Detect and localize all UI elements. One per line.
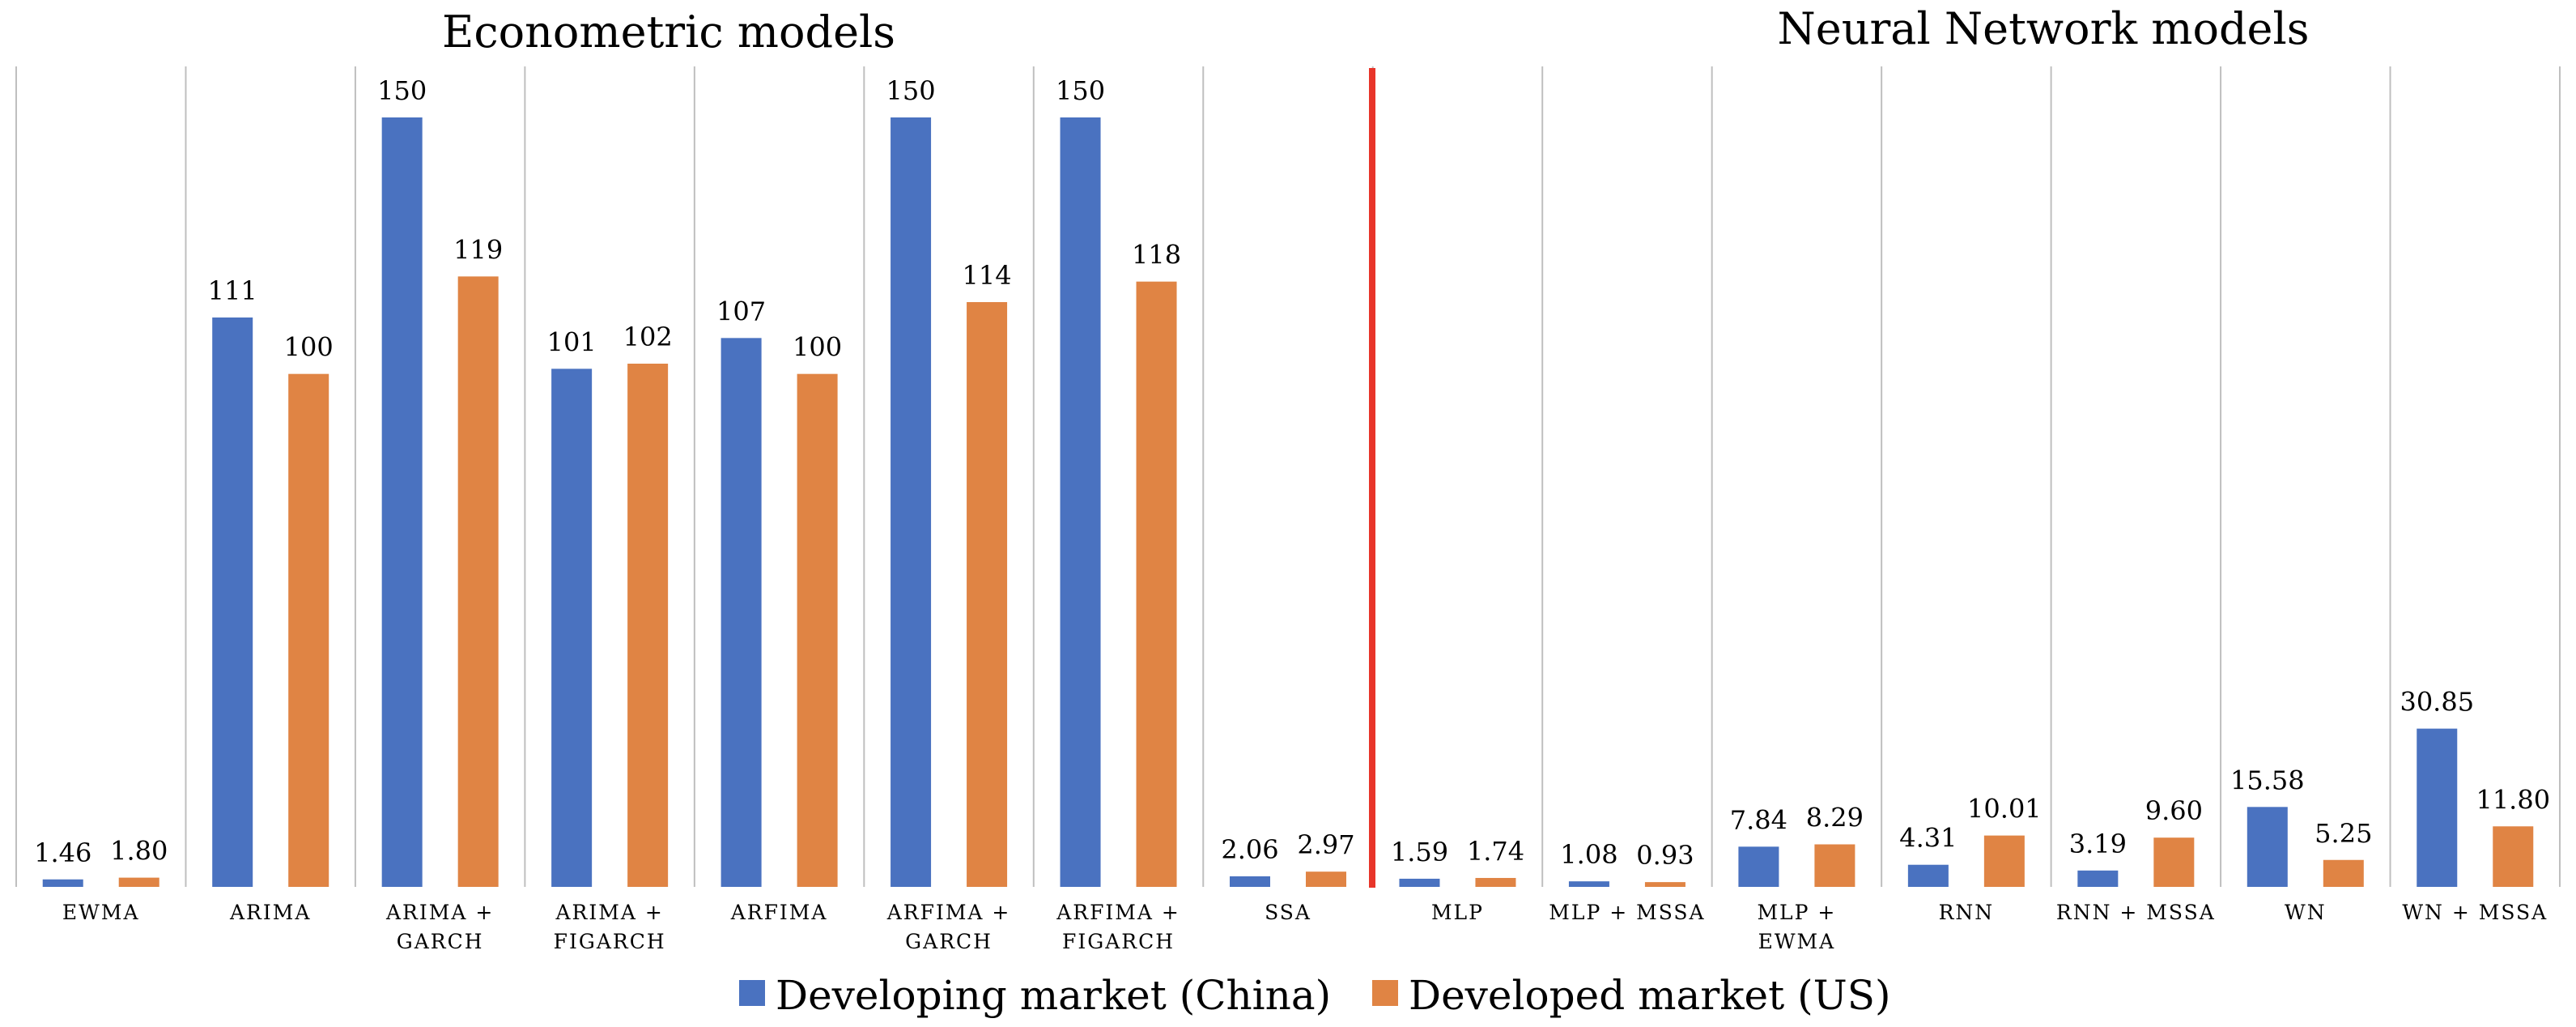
data-label-us: 1.80: [110, 836, 168, 867]
legend-label-china: Developing market (China): [776, 972, 1331, 1019]
bar-us: [457, 276, 499, 887]
bar-us: [797, 373, 838, 888]
data-label-us: 11.80: [2476, 784, 2550, 815]
data-label-us: 10.01: [1967, 794, 2042, 825]
bar-us: [1136, 281, 1177, 888]
x-tick-label: ARIMA +: [555, 901, 663, 924]
x-tick-label: ARIMA: [229, 901, 311, 924]
bar-series: [42, 117, 2534, 888]
data-label-china: 1.59: [1391, 837, 1448, 867]
data-label-us: 114: [963, 260, 1012, 291]
econometric-models-title: Econometric models: [442, 6, 895, 58]
x-tick-label: ARFIMA: [730, 901, 828, 924]
bar-china: [212, 317, 253, 887]
bar-china: [42, 879, 83, 887]
bar-us: [2153, 837, 2195, 887]
bar-china: [1399, 878, 1440, 887]
bar-us: [967, 302, 1008, 887]
bar-us: [288, 373, 329, 888]
bar-us: [1475, 877, 1516, 887]
data-label-us: 100: [793, 332, 842, 363]
bar-china: [891, 117, 932, 887]
x-tick-label: GARCH: [397, 930, 484, 953]
data-label-china: 150: [886, 75, 936, 106]
data-label-china: 30.85: [2400, 687, 2474, 718]
legend: Developing market (China) Developed mark…: [739, 972, 1891, 1019]
bar-us: [2323, 859, 2364, 887]
data-labels: 1.46 1.80 111 100 150 119 101 102 107 100 150 114 15…: [34, 75, 2550, 871]
data-label-china: 2.06: [1221, 834, 1278, 865]
bar-us: [2493, 826, 2534, 887]
category-separators: [15, 66, 2561, 887]
x-tick-label: RNN + MSSA: [2056, 901, 2216, 924]
bar-china: [1230, 876, 1270, 887]
x-tick-label: FIGARCH: [1062, 930, 1175, 953]
data-label-china: 1.46: [34, 837, 91, 868]
data-label-us: 2.97: [1297, 829, 1354, 860]
bar-china: [2247, 807, 2288, 887]
bar-us: [1814, 844, 1855, 887]
x-tick-label: ARFIMA +: [886, 901, 1011, 924]
bar-china: [1907, 864, 1949, 887]
data-label-china: 107: [716, 296, 766, 326]
x-tick-label: EWMA: [62, 901, 140, 924]
bar-china: [2077, 870, 2119, 887]
data-label-china: 150: [1056, 75, 1105, 106]
data-label-china: 111: [208, 275, 257, 306]
x-tick-label: MLP: [1431, 901, 1484, 924]
x-tick-label: GARCH: [905, 930, 993, 953]
x-tick-label: FIGARCH: [554, 930, 666, 953]
data-label-china: 4.31: [1899, 823, 1957, 854]
legend-swatch-us: [1372, 980, 1398, 1006]
x-axis-tick-labels: EWMA ARIMA ARIMA + GARCH ARIMA + FIGARCH ARFIM…: [62, 901, 2548, 953]
x-tick-label: MLP +: [1757, 901, 1836, 924]
legend-label-us: Developed market (US): [1409, 972, 1891, 1019]
bar-us: [1644, 882, 1685, 887]
data-label-us: 102: [623, 322, 673, 352]
x-tick-label: WN: [2285, 901, 2327, 924]
x-tick-label: MLP + MSSA: [1549, 901, 1705, 924]
data-label-us: 1.74: [1467, 836, 1524, 867]
x-tick-label: RNN: [1939, 901, 1995, 924]
bar-china: [721, 338, 762, 887]
data-label-us: 8.29: [1806, 802, 1864, 833]
legend-swatch-china: [739, 980, 765, 1006]
bar-us: [627, 364, 669, 887]
neural-network-models-title: Neural Network models: [1778, 3, 2310, 54]
data-label-us: 9.60: [2145, 795, 2203, 826]
x-tick-label: EWMA: [1758, 930, 1836, 953]
data-label-us: 5.25: [2315, 818, 2372, 849]
data-label-us: 118: [1132, 240, 1181, 271]
x-tick-label: WN + MSSA: [2402, 901, 2548, 924]
bar-china: [1738, 846, 1779, 887]
x-tick-label: ARFIMA +: [1056, 901, 1180, 924]
data-label-china: 3.19: [2069, 829, 2127, 859]
data-label-china: 1.08: [1560, 839, 1617, 870]
bar-china: [381, 117, 423, 887]
data-label-china: 101: [547, 326, 597, 357]
bar-us: [118, 877, 159, 887]
data-label-us: 0.93: [1636, 840, 1694, 871]
x-tick-label: SSA: [1265, 901, 1311, 924]
data-label-china: 7.84: [1730, 804, 1787, 835]
bar-china: [551, 369, 593, 887]
x-tick-label: ARIMA +: [385, 901, 494, 924]
bar-us: [1306, 871, 1346, 887]
bar-china: [1568, 881, 1609, 887]
data-label-us: 100: [284, 332, 334, 363]
data-label-china: 15.58: [2230, 765, 2305, 795]
data-label-us: 119: [453, 234, 503, 265]
data-label-china: 150: [377, 75, 427, 106]
bar-china: [1060, 117, 1101, 887]
bar-us: [1983, 835, 2025, 887]
bar-china: [2417, 728, 2458, 887]
